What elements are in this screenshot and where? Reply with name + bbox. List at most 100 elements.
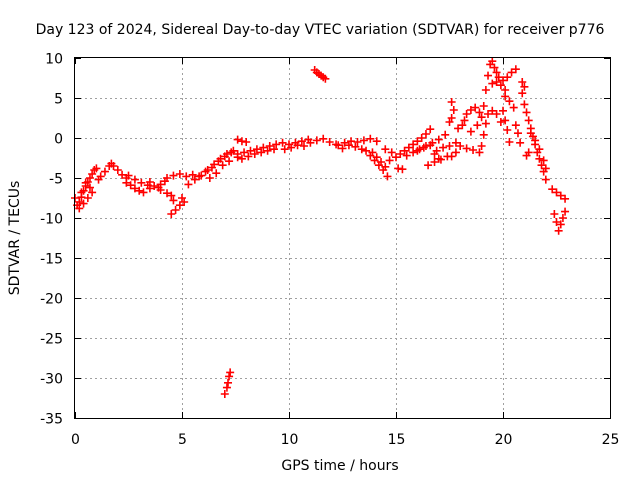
data-point [175,170,184,178]
data-point [462,144,471,153]
data-point [75,204,84,213]
data-point [169,171,178,180]
data-point [556,220,565,229]
data-point [548,185,557,194]
data-point [413,137,422,146]
data-point [539,156,548,165]
data-point [244,152,253,161]
data-point [334,141,343,150]
grid-lines [75,58,610,418]
data-point [263,146,272,155]
data-point [445,142,454,150]
data-point [77,188,86,197]
x-axis-label: GPS time / hours [281,458,398,474]
data-point [100,167,109,176]
data-point [518,89,527,98]
data-point [240,148,249,157]
data-point [207,163,216,172]
y-tick-label: -15 [40,252,63,268]
data-point [524,116,533,125]
data-point [109,162,118,170]
data-point [511,121,520,130]
data-point [447,152,456,161]
data-point [499,76,507,85]
data-point [201,167,210,176]
data-point [122,178,131,187]
data-point [488,106,497,115]
y-tick-label: 10 [45,52,63,68]
data-point [501,92,510,101]
data-point [190,175,199,184]
data-point [499,106,507,115]
data-point [469,146,478,154]
data-point [163,174,172,182]
data-point [214,157,223,166]
data-point [400,146,409,155]
data-point [79,199,88,208]
data-point [124,171,133,180]
data-point [552,188,561,197]
data-point [421,130,430,138]
data-point [130,175,139,184]
data-point [561,207,570,216]
data-point [280,145,289,154]
data-point [535,154,544,163]
data-point [195,172,204,181]
data-point [456,142,465,150]
data-point [180,198,189,206]
data-point [357,145,366,154]
data-point [381,145,390,154]
data-point [137,178,146,187]
data-point [175,201,184,210]
data-point [402,151,411,160]
data-point [454,124,463,133]
data-point [392,153,400,162]
y-tick-label: -25 [40,332,63,348]
data-point [441,130,450,139]
data-point [496,118,505,126]
data-point [503,73,512,82]
x-tick-label: 10 [281,432,299,448]
data-point [475,148,484,157]
data-point [436,155,445,164]
data-point [398,165,407,174]
data-point [552,218,561,226]
y-tick-label: -30 [40,372,63,388]
data-point [259,143,268,152]
data-point [541,175,550,184]
data-point [272,140,281,149]
data-point [83,194,92,202]
data-point [550,210,559,218]
data-point [224,378,233,387]
data-point [387,148,396,157]
data-point [492,110,501,118]
data-point [169,196,178,205]
data-point [130,184,139,193]
data-point [226,368,235,377]
data-point [381,162,390,171]
data-point [297,137,306,146]
data-point [171,206,180,214]
data-point [481,119,490,128]
data-point [492,68,501,77]
data-point [520,100,529,109]
data-point [524,148,533,157]
data-point [265,142,274,150]
data-point [150,182,159,190]
data-point [494,73,503,82]
tick-labels: 0 5 10 15 20 25 10 5 0 -5 -10 -15 -20 -25 -30 -35 [40,52,619,449]
data-point [362,146,371,155]
y-tick-label: -35 [40,412,63,428]
data-point [554,226,563,235]
data-point [366,134,375,143]
data-point [509,103,518,112]
data-point [167,210,176,218]
data-point [479,130,488,139]
plot-frame [74,57,611,419]
x-tick-label: 20 [495,432,513,448]
x-tick-label: 15 [388,432,406,448]
data-point [182,172,191,181]
data-point [488,57,497,66]
x-tick-label: 5 [178,432,187,448]
data-point [466,127,475,136]
